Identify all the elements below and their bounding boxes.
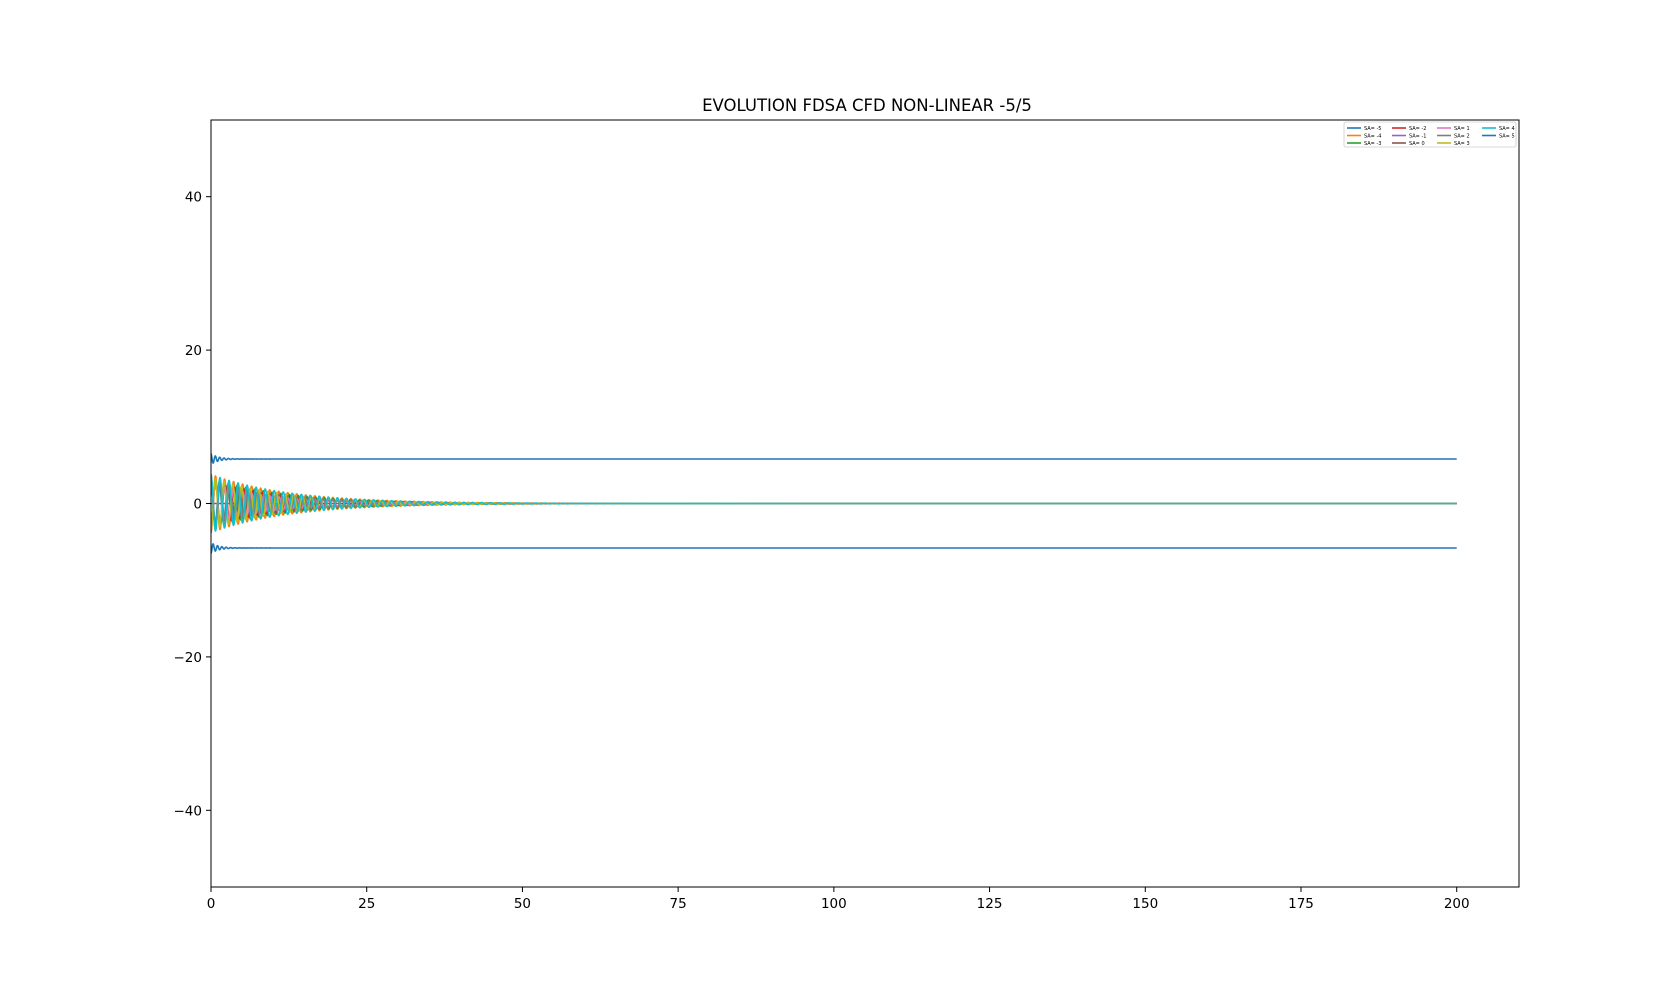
y-tick-label: −40	[174, 803, 203, 819]
chart-title: EVOLUTION FDSA CFD NON-LINEAR -5/5	[702, 96, 1032, 115]
legend-label: SA= 0	[1409, 141, 1425, 147]
x-tick-label: 0	[207, 896, 216, 912]
x-tick-label: 75	[670, 896, 687, 912]
legend-label: SA= 3	[1454, 141, 1470, 147]
x-tick-label: 50	[514, 896, 531, 912]
series-line	[210, 453, 1457, 464]
x-tick-label: 150	[1132, 896, 1158, 912]
x-tick-label: 175	[1288, 896, 1314, 912]
y-axis: −40 −20 0 20 40	[174, 190, 211, 819]
legend-label: SA= -5	[1364, 126, 1381, 132]
series-line	[210, 473, 1457, 532]
legend-label: SA= -1	[1409, 133, 1426, 139]
legend: SA= -5SA= -4 SA= -3 SA= -2SA= -1 SA= 0 SA= 1…	[1343, 121, 1517, 148]
y-tick-label: 20	[185, 343, 202, 359]
x-axis: 0 25 50 75 100 125 150 175 200	[207, 887, 1470, 912]
y-tick-label: 0	[193, 497, 202, 513]
x-tick-label: 25	[358, 896, 375, 912]
legend-label: SA= -2	[1409, 126, 1426, 132]
legend-label: SA= -3	[1364, 141, 1381, 147]
legend-box	[1343, 121, 1517, 148]
x-tick-label: 100	[821, 896, 847, 912]
legend-label: SA= 5	[1499, 133, 1515, 139]
y-tick-label: 40	[185, 190, 202, 206]
y-tick-label: −20	[174, 650, 203, 666]
legend-label: SA= -4	[1364, 133, 1381, 139]
series-layer	[210, 453, 1457, 554]
x-tick-label: 125	[977, 896, 1003, 912]
legend-label: SA= 4	[1499, 126, 1515, 132]
legend-label: SA= 1	[1454, 126, 1470, 132]
series-line	[210, 543, 1457, 554]
legend-label: SA= 2	[1454, 133, 1470, 139]
x-tick-label: 200	[1444, 896, 1470, 912]
